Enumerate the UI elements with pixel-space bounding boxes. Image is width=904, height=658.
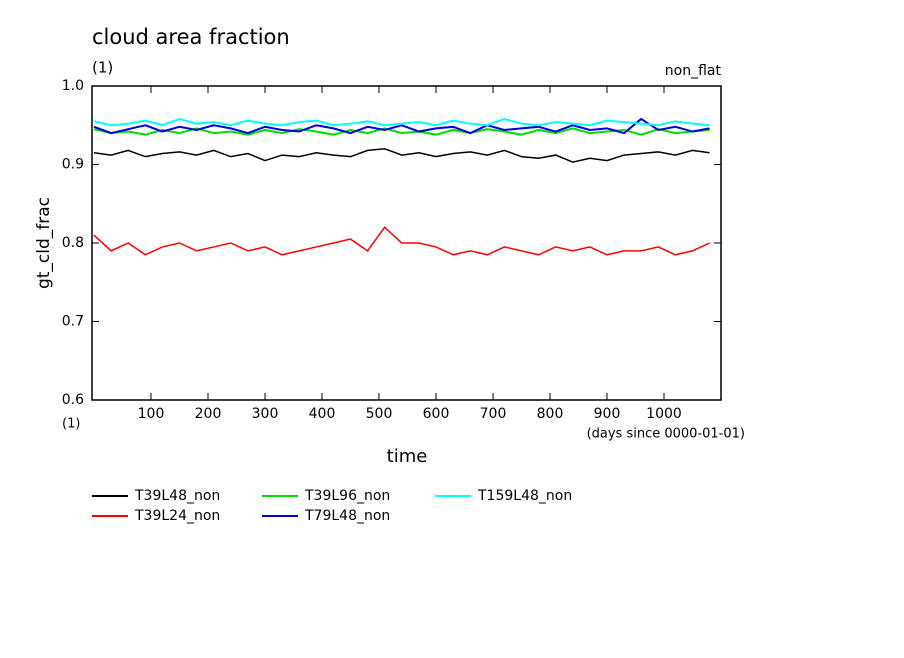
y-axis-label: gt_cld_frac xyxy=(34,197,54,289)
y-tick-label: 0.8 xyxy=(62,235,84,251)
x-tick-label: 500 xyxy=(366,406,393,422)
legend-label: T39L24_non xyxy=(134,508,220,524)
y-tick-label: 0.7 xyxy=(62,314,84,330)
y-tick-label: 1.0 xyxy=(62,78,84,94)
x-tick-label: 400 xyxy=(309,406,336,422)
legend-label: T159L48_non xyxy=(477,488,572,504)
series-line xyxy=(93,127,710,136)
y-tick-label: 0.9 xyxy=(62,157,84,173)
series-line xyxy=(93,226,710,256)
series-line xyxy=(93,117,710,135)
x-tick-label: 600 xyxy=(423,406,450,422)
x-tick-label: 100 xyxy=(138,406,165,422)
chart-subtitle: (1) xyxy=(92,59,113,77)
x-axis-label: time xyxy=(387,446,428,467)
series-line xyxy=(93,148,710,163)
chart-title: cloud area fraction xyxy=(92,25,290,49)
x-tick-label: 800 xyxy=(537,406,564,422)
x-unit: (days since 0000-01-01) xyxy=(587,427,745,442)
annotation: non_flat xyxy=(665,63,722,79)
x-tick-label: 700 xyxy=(480,406,507,422)
series-line xyxy=(93,117,710,127)
legend-label: T79L48_non xyxy=(304,508,390,524)
x-tick-label: 200 xyxy=(195,406,222,422)
x-tick-label: 300 xyxy=(252,406,279,422)
x-tick-label: 1000 xyxy=(646,406,682,422)
y-unit: (1) xyxy=(62,417,80,432)
y-tick-label: 0.6 xyxy=(62,392,84,408)
x-tick-label: 900 xyxy=(594,406,621,422)
legend-label: T39L48_non xyxy=(134,488,220,504)
legend-label: T39L96_non xyxy=(304,488,390,504)
